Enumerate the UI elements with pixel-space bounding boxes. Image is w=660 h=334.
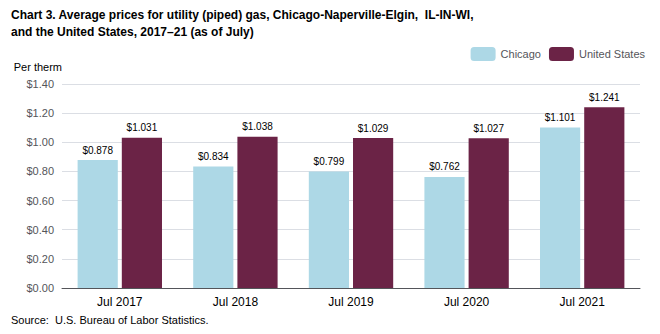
svg-text:United States: United States — [579, 48, 646, 60]
svg-text:$0.40: $0.40 — [26, 224, 54, 236]
svg-text:$1.241: $1.241 — [589, 92, 620, 103]
svg-text:$0.00: $0.00 — [26, 282, 54, 294]
svg-text:$1.20: $1.20 — [26, 107, 54, 119]
svg-text:$1.029: $1.029 — [358, 123, 389, 134]
svg-text:$1.038: $1.038 — [242, 121, 273, 132]
svg-text:Jul 2019: Jul 2019 — [328, 295, 374, 309]
svg-text:Jul 2017: Jul 2017 — [97, 295, 143, 309]
svg-text:$0.80: $0.80 — [26, 165, 54, 177]
svg-text:$0.799: $0.799 — [314, 156, 345, 167]
svg-text:Jul 2018: Jul 2018 — [213, 295, 259, 309]
svg-text:$1.40: $1.40 — [26, 78, 54, 90]
svg-text:Chicago: Chicago — [501, 48, 541, 60]
svg-text:Jul 2021: Jul 2021 — [560, 295, 606, 309]
svg-text:$0.762: $0.762 — [429, 161, 460, 172]
svg-text:$0.20: $0.20 — [26, 253, 54, 265]
svg-text:Jul 2020: Jul 2020 — [444, 295, 490, 309]
svg-text:Source: U.S. Bureau of Labor: Source: U.S. Bureau of Labor Statistics. — [11, 314, 208, 326]
svg-text:$1.101: $1.101 — [545, 112, 576, 123]
svg-text:and the United States, 2017–21: and the United States, 2017–21 (as of Ju… — [11, 25, 254, 39]
svg-text:$1.027: $1.027 — [473, 123, 504, 134]
svg-text:$0.834: $0.834 — [198, 151, 229, 162]
svg-text:$0.878: $0.878 — [82, 145, 113, 156]
svg-text:Per therm: Per therm — [14, 61, 62, 73]
svg-text:Chart 3. Average prices for ut: Chart 3. Average prices for utility (pip… — [11, 8, 474, 22]
svg-text:$0.60: $0.60 — [26, 195, 54, 207]
svg-text:$1.031: $1.031 — [127, 122, 158, 133]
svg-text:$1.00: $1.00 — [26, 136, 54, 148]
